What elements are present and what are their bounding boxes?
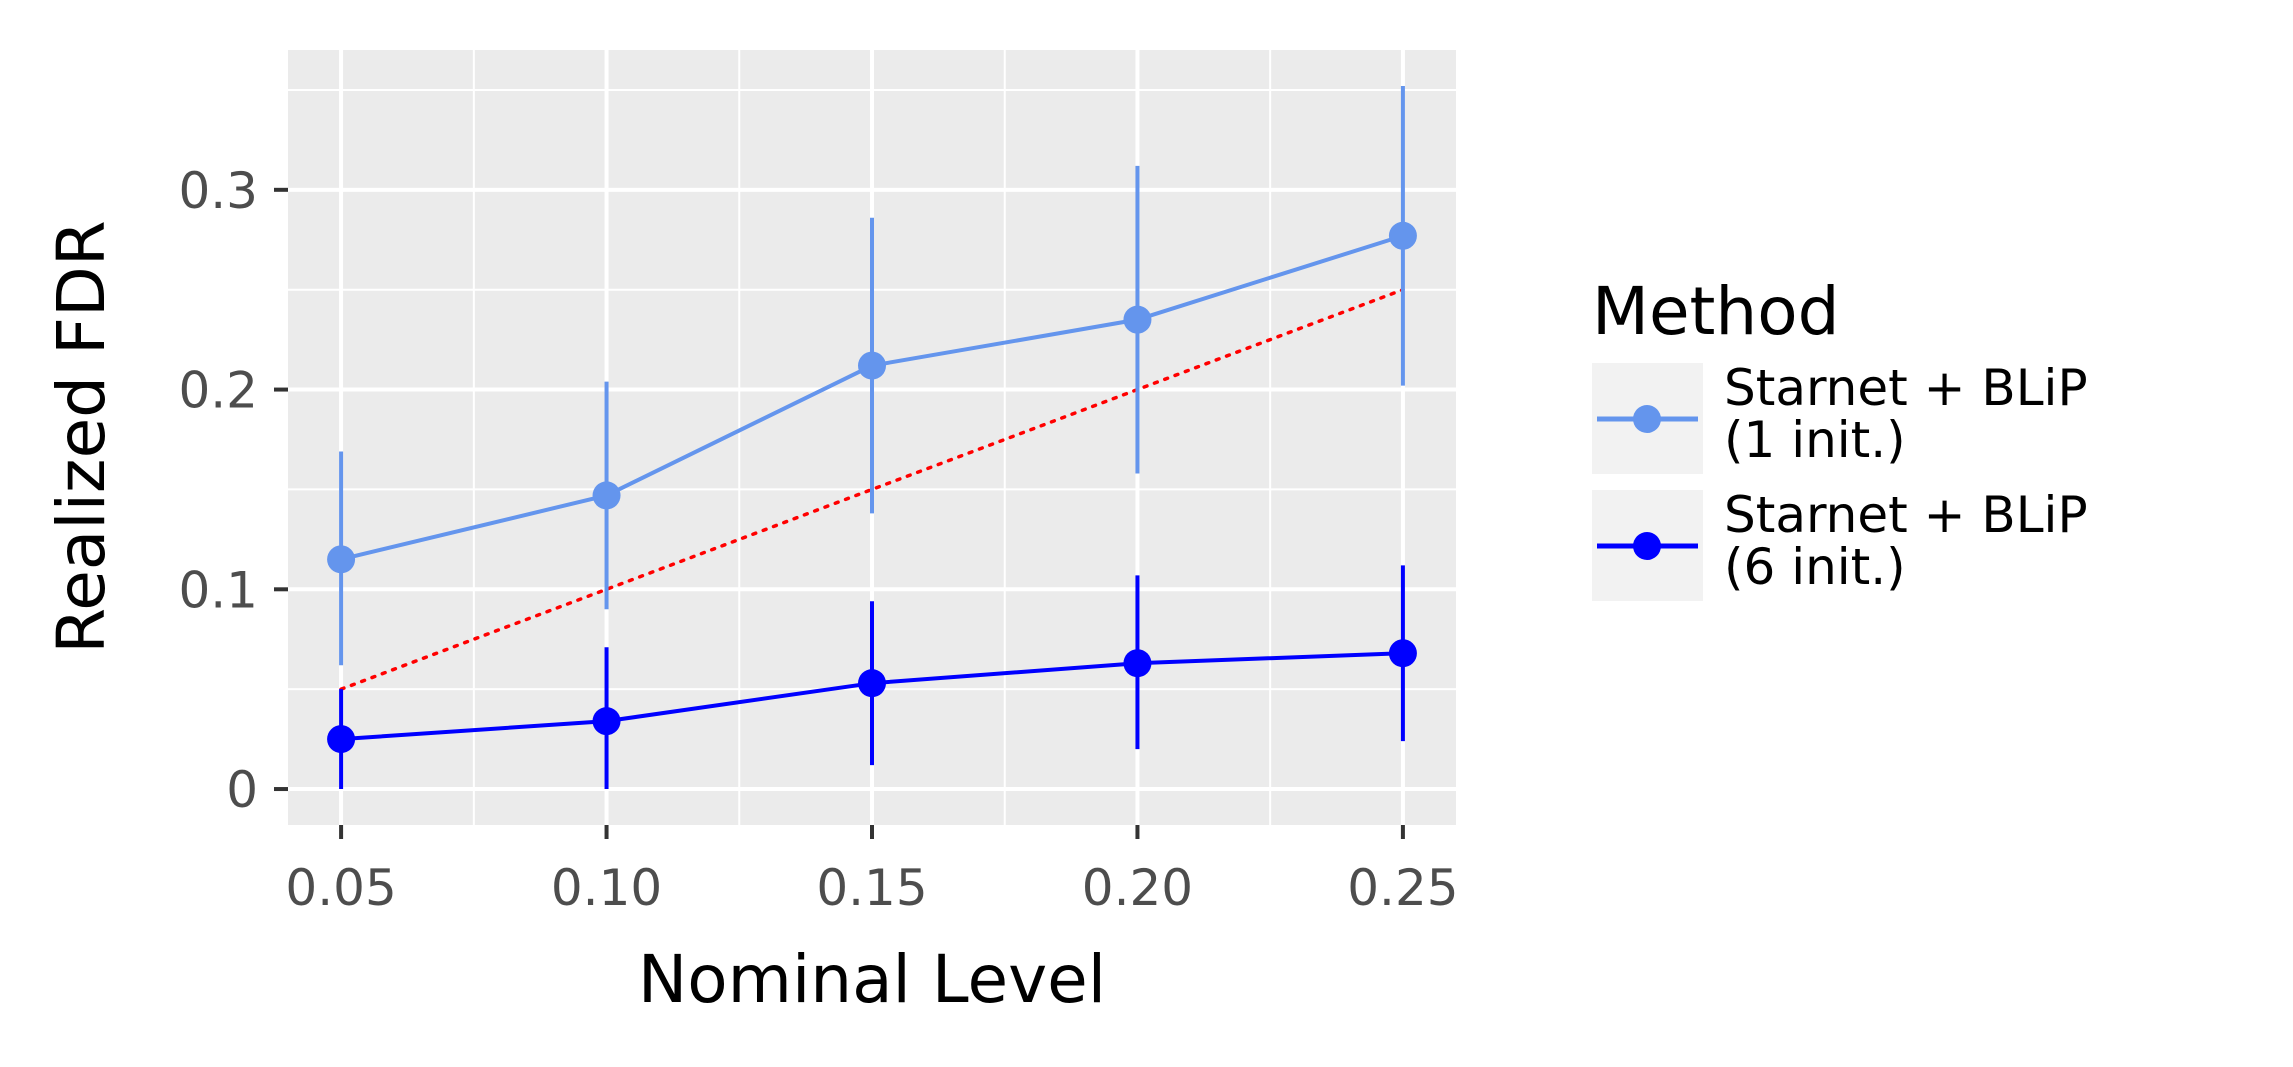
- y-tick-label: 0.2: [178, 362, 258, 420]
- legend-label-line: (6 init.): [1724, 538, 1906, 596]
- legend-label-line: Starnet + BLiP: [1724, 359, 2088, 417]
- series-1: [327, 85, 1417, 666]
- nominal-reference-line: [339, 287, 1405, 691]
- legend-key-point: [1633, 532, 1661, 560]
- legend-title: Method: [1592, 273, 1840, 350]
- x-tick-label: 0.05: [285, 859, 396, 917]
- x-tick-label: 0.25: [1347, 859, 1458, 917]
- data-point: [592, 481, 621, 510]
- data-point: [592, 707, 621, 736]
- legend-item-2: Starnet + BLiP(6 init.): [1592, 486, 2088, 601]
- legend-item-1: Starnet + BLiP(1 init.): [1592, 359, 2088, 474]
- data-point: [858, 351, 886, 380]
- x-tick-label: 0.10: [551, 859, 662, 917]
- y-tick-label: 0.3: [178, 162, 258, 220]
- data-point: [1123, 305, 1152, 334]
- y-tick-label: 0: [226, 761, 258, 819]
- data-point: [1123, 649, 1152, 678]
- data-point: [327, 725, 356, 754]
- data-point: [327, 545, 356, 574]
- legend-label-line: Starnet + BLiP: [1724, 486, 2088, 544]
- series-layer: [327, 85, 1417, 790]
- data-point: [1388, 639, 1417, 668]
- series-2: [327, 565, 1417, 790]
- legend-key-point: [1633, 405, 1661, 433]
- legend: Method Starnet + BLiP(1 init.)Starnet + …: [1592, 273, 2088, 601]
- axes-layer: 0.05 0.10 0.15 0.20 0.25 0 0.1 0.2 0.3: [178, 162, 1458, 917]
- x-tick-label: 0.20: [1082, 859, 1193, 917]
- legend-label-line: (1 init.): [1724, 411, 1906, 469]
- y-tick-label: 0.1: [178, 561, 258, 619]
- y-axis-title: Realized FDR: [43, 220, 120, 653]
- reference-line-layer: [339, 287, 1405, 691]
- x-tick-label: 0.15: [816, 859, 927, 917]
- data-point: [858, 669, 886, 698]
- x-axis-title: Nominal Level: [638, 941, 1106, 1018]
- data-point: [1388, 221, 1417, 250]
